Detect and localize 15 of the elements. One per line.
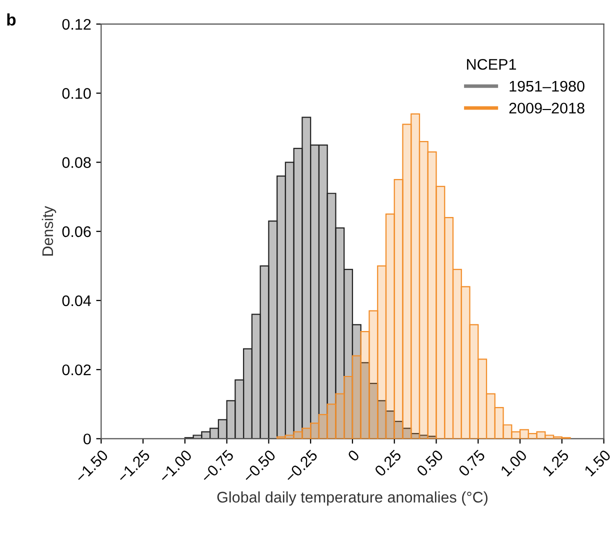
y-tick-label: 0.04	[62, 295, 91, 306]
x-axis-title: Global daily temperature anomalies (°C)	[217, 491, 488, 506]
y-tick-label: 0.06	[62, 226, 91, 238]
y-axis-title: Density	[42, 206, 56, 256]
y-tick-label: 0	[84, 434, 91, 444]
x-tick-label: 0	[347, 449, 360, 462]
text: b	[7, 13, 16, 26]
legend-title: NCEP1	[467, 58, 516, 70]
y-tick-label: 0.10	[62, 88, 91, 99]
y-tick-label: 0.02	[62, 364, 91, 376]
x-tick-label: 0.50	[416, 449, 444, 477]
y-tick-label: 0.12	[62, 18, 91, 30]
y-tick-label: 0.08	[62, 157, 91, 168]
legend-label: 2009–2018	[509, 102, 584, 114]
legend-label: 1951–1980	[510, 80, 584, 92]
